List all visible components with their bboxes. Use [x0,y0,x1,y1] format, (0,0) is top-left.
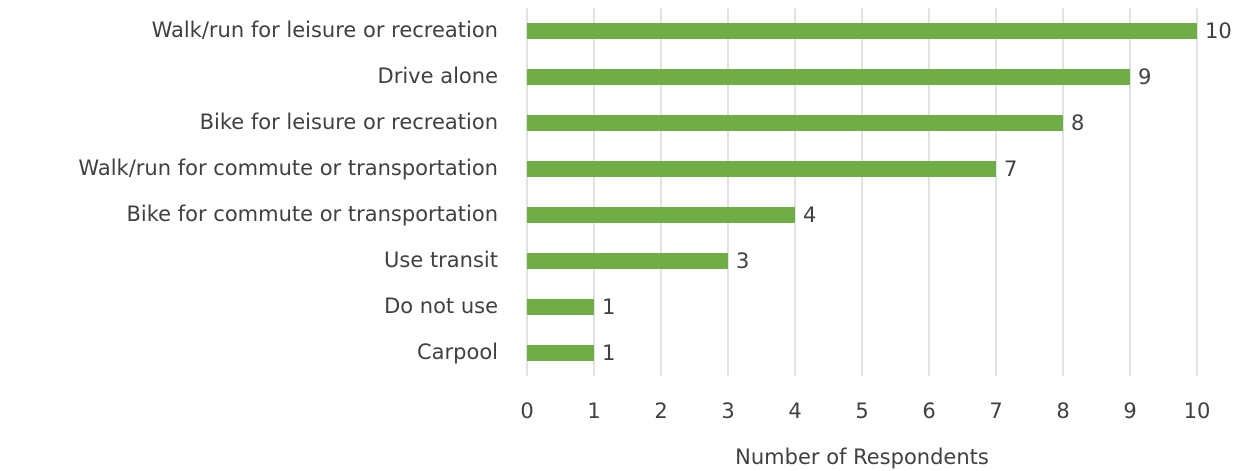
data-label: 3 [736,249,749,273]
y-tick-label: Walk/run for commute or transportation [78,156,498,180]
y-tick-label: Use transit [384,248,498,272]
bar [527,23,1197,39]
x-tick-label: 0 [520,399,533,423]
y-tick-label: Carpool [417,340,498,364]
x-tick-label: 8 [1056,399,1069,423]
x-tick-label: 5 [855,399,868,423]
data-label: 9 [1138,65,1151,89]
x-tick-label: 9 [1123,399,1136,423]
bar [527,345,594,361]
y-tick-label: Bike for leisure or recreation [200,110,498,134]
bar [527,161,996,177]
bar [527,207,795,223]
x-tick-label: 3 [721,399,734,423]
x-axis-label: Number of Respondents [735,445,989,469]
y-tick-label: Do not use [384,294,498,318]
data-label: 1 [602,295,615,319]
data-label: 8 [1071,111,1084,135]
data-label: 4 [803,203,816,227]
x-tick-label: 6 [922,399,935,423]
bar [527,299,594,315]
x-tick-label: 10 [1184,399,1211,423]
bar [527,115,1063,131]
data-label: 10 [1205,19,1232,43]
x-tick-label: 7 [989,399,1002,423]
y-tick-label: Bike for commute or transportation [126,202,498,226]
y-tick-label: Drive alone [378,64,498,88]
x-tick-label: 1 [587,399,600,423]
data-label: 1 [602,341,615,365]
x-tick-label: 4 [788,399,801,423]
bar [527,253,728,269]
data-label: 7 [1004,157,1017,181]
bar [527,69,1130,85]
x-tick-label: 2 [654,399,667,423]
y-tick-label: Walk/run for leisure or recreation [152,18,498,42]
